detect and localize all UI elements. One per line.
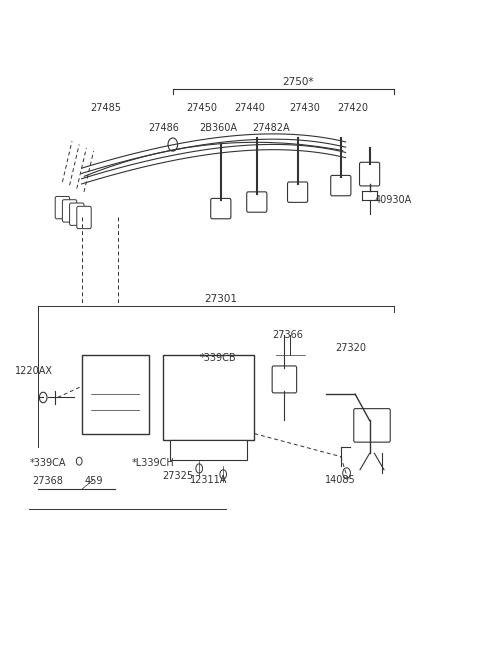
Text: *339CB: *339CB	[200, 353, 237, 363]
Text: 27430: 27430	[289, 103, 320, 114]
FancyBboxPatch shape	[62, 200, 77, 222]
Text: 27482A: 27482A	[252, 123, 290, 133]
FancyBboxPatch shape	[170, 440, 247, 460]
Text: 27325: 27325	[162, 471, 193, 482]
Text: 12311A: 12311A	[190, 474, 228, 485]
Text: 27366: 27366	[273, 330, 303, 340]
Text: 1220AX: 1220AX	[14, 366, 53, 376]
Text: 27301: 27301	[204, 294, 237, 304]
FancyBboxPatch shape	[331, 175, 351, 196]
Text: 27485: 27485	[90, 103, 121, 114]
FancyBboxPatch shape	[70, 203, 84, 225]
FancyBboxPatch shape	[55, 196, 70, 219]
Text: 40930A: 40930A	[375, 195, 412, 206]
Text: 459: 459	[84, 476, 103, 486]
FancyBboxPatch shape	[77, 206, 91, 229]
FancyBboxPatch shape	[272, 366, 297, 393]
FancyBboxPatch shape	[163, 355, 254, 440]
Text: 27440: 27440	[234, 103, 265, 114]
Text: 27320: 27320	[335, 343, 366, 353]
Text: *L339CH: *L339CH	[132, 458, 175, 468]
Text: 14085: 14085	[325, 474, 356, 485]
FancyBboxPatch shape	[247, 192, 267, 212]
Text: 27450: 27450	[186, 103, 217, 114]
Text: 27420: 27420	[337, 103, 368, 114]
FancyBboxPatch shape	[354, 409, 390, 442]
Text: *339CA: *339CA	[30, 458, 66, 468]
Text: 2B360A: 2B360A	[199, 123, 238, 133]
Text: 27486: 27486	[148, 123, 179, 133]
Text: 27368: 27368	[33, 476, 63, 486]
FancyBboxPatch shape	[288, 182, 308, 202]
FancyBboxPatch shape	[82, 355, 149, 434]
Text: 2750*: 2750*	[282, 77, 313, 87]
FancyBboxPatch shape	[211, 198, 231, 219]
FancyBboxPatch shape	[360, 162, 380, 186]
